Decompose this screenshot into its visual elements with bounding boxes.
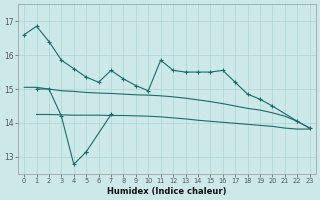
X-axis label: Humidex (Indice chaleur): Humidex (Indice chaleur): [107, 187, 227, 196]
